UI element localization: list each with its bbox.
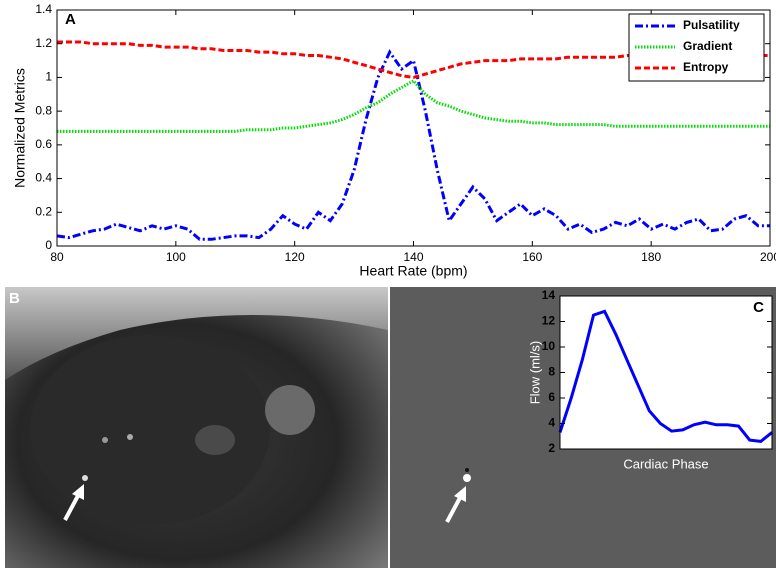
image-right [390, 287, 776, 568]
y-tick-label: 0 [45, 238, 52, 252]
y-tick-label: 10 [542, 339, 556, 353]
x-tick-label: 100 [166, 250, 186, 264]
y-tick-label: 1 [45, 70, 52, 84]
series-line [558, 309, 773, 443]
x-tick-label: 200 [760, 250, 776, 264]
legend-label: Entropy [683, 60, 729, 74]
panel-label: A [65, 11, 76, 28]
x-axis-label: Heart Rate (bpm) [359, 263, 467, 279]
y-tick-label: 4 [548, 416, 555, 430]
x-tick-label: 140 [403, 250, 423, 264]
image-left [5, 287, 388, 568]
x-tick-label: 160 [522, 250, 542, 264]
y-tick-label: 12 [542, 314, 556, 328]
x-axis-label: Cardiac Phase [623, 456, 708, 471]
y-tick-label: 0.2 [35, 204, 52, 218]
y-tick-label: 14 [542, 288, 556, 302]
series-line [56, 49, 770, 241]
panel-label: C [753, 299, 764, 316]
y-tick-label: 1.2 [35, 36, 52, 50]
y-axis-label: Flow (ml/s) [527, 341, 542, 405]
y-tick-label: 6 [548, 390, 555, 404]
y-tick-label: 0.8 [35, 103, 52, 117]
x-tick-label: 180 [641, 250, 661, 264]
x-tick-label: 80 [50, 250, 64, 264]
y-tick-label: 0.4 [35, 171, 52, 185]
y-axis-label: Normalized Metrics [12, 68, 28, 188]
y-tick-label: 0.6 [35, 137, 52, 151]
y-tick-label: 8 [548, 365, 555, 379]
legend-label: Gradient [683, 39, 732, 53]
y-tick-label: 1.4 [35, 2, 52, 16]
panel-label: B [9, 290, 20, 307]
x-tick-label: 120 [285, 250, 305, 264]
series-line [57, 40, 770, 79]
legend-label: Pulsatility [683, 18, 740, 32]
y-tick-label: 2 [548, 441, 555, 455]
